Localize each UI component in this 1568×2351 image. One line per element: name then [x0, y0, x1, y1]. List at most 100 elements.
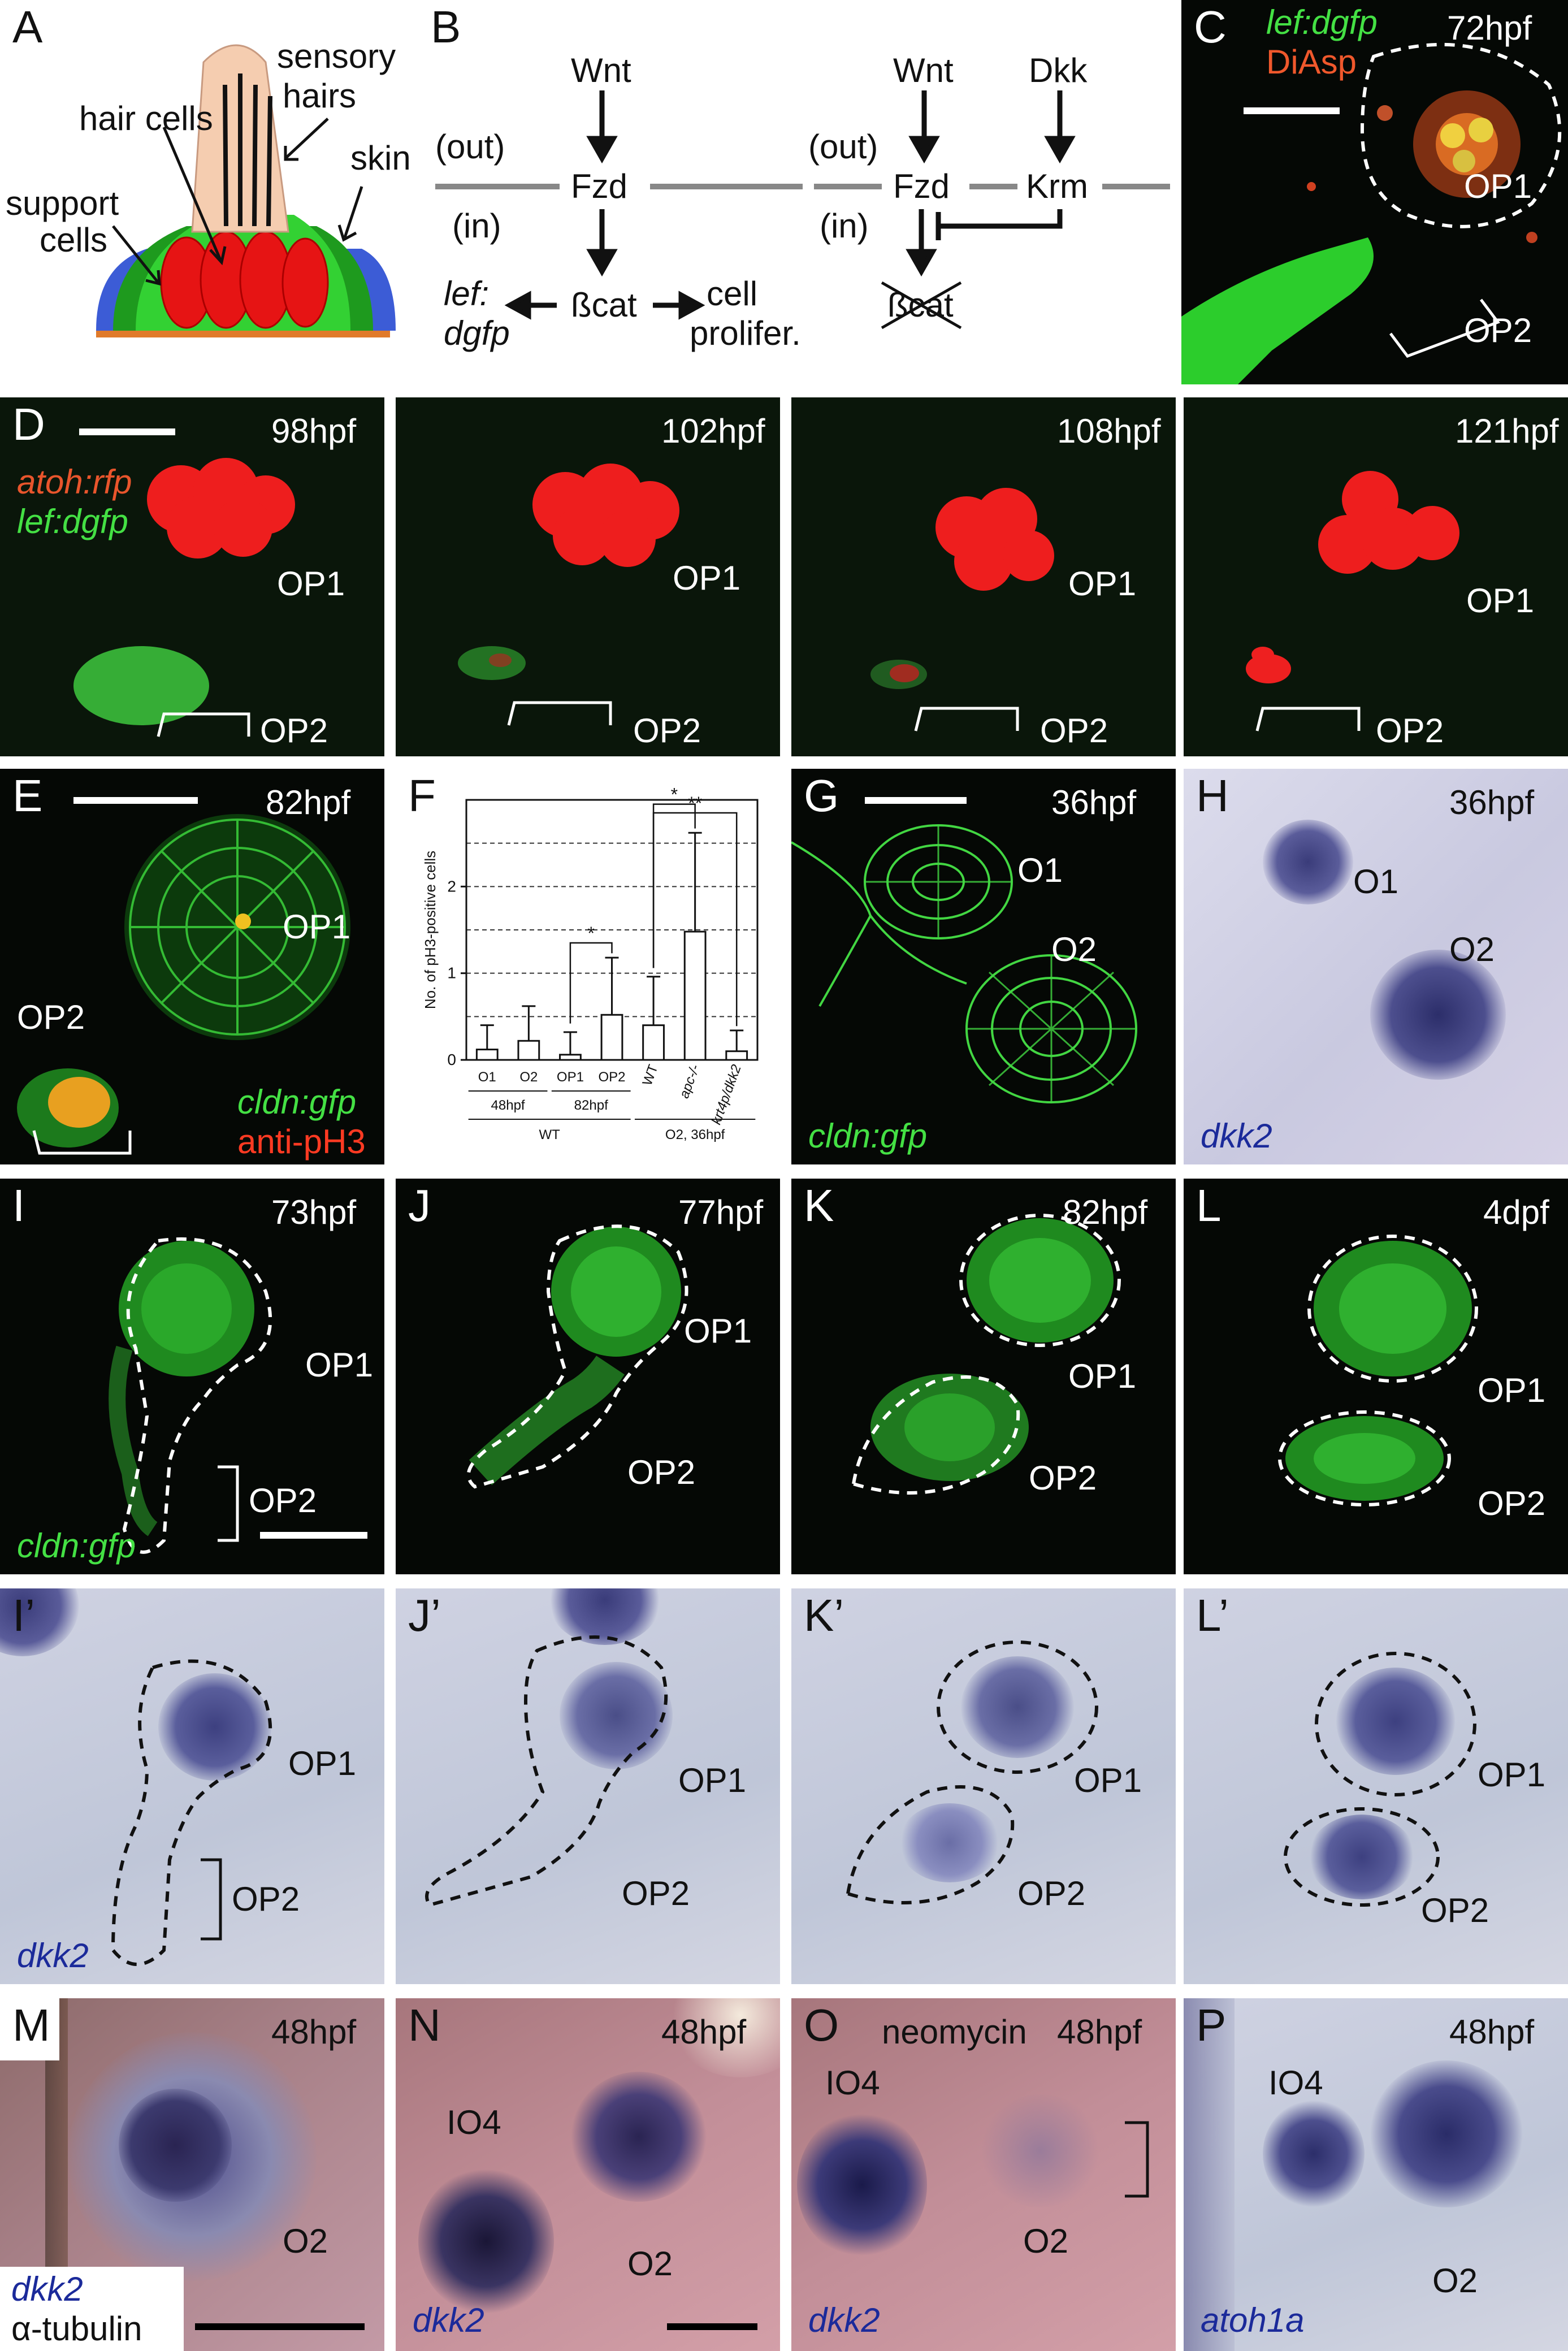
label-op1: OP1	[1464, 167, 1532, 205]
label-op1: OP1	[305, 1346, 374, 1384]
panel-k: K 82hpf OP1 OP2	[791, 1179, 1176, 1574]
bar	[559, 1054, 582, 1061]
marker-dkk2: dkk2	[413, 2301, 484, 2339]
label-sensory: sensory	[277, 37, 396, 75]
label-op2: OP2	[260, 712, 328, 750]
time-label: 48hpf	[1057, 2013, 1142, 2051]
marker-lef-dgfp: lef:dgfp	[17, 503, 128, 540]
time-label: 72hpf	[1447, 9, 1532, 47]
scale-bar	[865, 797, 967, 804]
panel-letter: N	[408, 2000, 441, 2050]
label-op1: OP1	[1478, 1371, 1546, 1409]
label-prolifer: prolifer.	[690, 314, 801, 352]
scale-bar	[1244, 107, 1340, 114]
label-dkk: Dkk	[1029, 51, 1088, 89]
outline-overlay	[846, 1640, 1098, 1904]
label-bcat-crossed: ßcat	[887, 286, 954, 324]
group-label: 48hpf	[491, 1098, 525, 1113]
scale-bar	[73, 797, 198, 804]
panel-l-image	[1278, 1235, 1478, 1506]
panel-o: O neomycin 48hpf IO4 O2 dkk2	[791, 1998, 1176, 2351]
time-label: 48hpf	[271, 2013, 357, 2051]
group-label: 82hpf	[574, 1098, 608, 1113]
panel-letter: K’	[804, 1590, 844, 1640]
label-op2: OP2	[232, 1880, 300, 1918]
marker-dkk2: dkk2	[17, 1937, 89, 1975]
bar	[683, 930, 707, 1061]
scale-bar	[195, 2323, 365, 2330]
marker-dkk2: dkk2	[808, 2301, 880, 2339]
label-op1: OP1	[673, 559, 741, 597]
panel-e: E 82hpf OP1 OP2 cldn:gfp anti-pH3	[0, 769, 384, 1164]
label-hairs: hairs	[283, 77, 357, 115]
significance-bracket	[652, 812, 738, 1027]
label-op2: OP2	[249, 1482, 317, 1519]
panel-g: G 36hpf O1 O2 cldn:gfp	[791, 769, 1176, 1164]
label-cells: cells	[40, 221, 108, 259]
op1-stain	[1336, 1668, 1455, 1775]
marker-dkk2: dkk2	[11, 2270, 83, 2308]
panel-letter: H	[1196, 770, 1229, 821]
marker-dkk2: dkk2	[1201, 1117, 1272, 1155]
label-io4: IO4	[825, 2064, 880, 2102]
panel-g-image	[791, 824, 1137, 1103]
bar	[475, 1049, 499, 1061]
wnt-pathway-diagram	[435, 90, 1170, 330]
marker-cldn-gfp: cldn:gfp	[17, 1527, 136, 1565]
bar	[725, 1050, 748, 1061]
panel-letter: E	[12, 770, 43, 821]
op1-stain	[560, 1662, 673, 1769]
time-label: 82hpf	[1063, 1193, 1148, 1231]
panel-a: A sensory hairs hair	[0, 0, 418, 384]
label-wnt-left: Wnt	[571, 51, 631, 89]
label-op1: OP1	[1068, 565, 1137, 603]
bar-chart: 0 1 2 No. of pH3-positive cells O1 O2 OP1 OP2 WT…	[422, 785, 759, 1142]
label-op2: OP2	[1478, 1484, 1546, 1522]
letter-box	[0, 1998, 59, 2060]
frame-2-image	[458, 464, 679, 726]
label-op2: OP2	[622, 1874, 690, 1912]
label-op1: OP1	[684, 1312, 752, 1350]
label-dgfp: dgfp	[444, 314, 510, 352]
label-out-right: (out)	[808, 128, 878, 166]
label-o1: O1	[1353, 863, 1399, 900]
outline-overlay	[425, 1635, 668, 1907]
super-group-label: O2, 36hpf	[665, 1127, 725, 1142]
label-op1: OP1	[678, 1761, 747, 1799]
op1-stain	[961, 1656, 1074, 1758]
label-bcat: ßcat	[571, 286, 637, 324]
time-label: 73hpf	[271, 1193, 357, 1231]
o2-stain	[571, 2072, 707, 2202]
marker-alpha-tubulin: α-tubulin	[11, 2310, 142, 2348]
panel-letter: O	[804, 2000, 839, 2050]
label-o2: O2	[1449, 930, 1495, 968]
panel-p: P 48hpf IO4 O2 atoh1a	[1184, 1998, 1568, 2351]
label-support: support	[6, 184, 119, 222]
panel-d-frame-3: 108hpf OP1 OP2	[791, 397, 1176, 756]
label-hair-cells: hair cells	[79, 99, 213, 137]
io4-stain	[797, 2111, 927, 2258]
label-op2: OP2	[1017, 1874, 1086, 1912]
panel-b: B	[418, 0, 1170, 384]
panel-i-prime: I’ OP1 OP2 dkk2	[0, 1588, 384, 1984]
time-label: 4dpf	[1483, 1193, 1549, 1231]
panel-letter: P	[1196, 2000, 1227, 2050]
neuromast-schematic	[96, 44, 396, 337]
bar	[517, 1040, 540, 1061]
scale-bar	[260, 1532, 367, 1539]
x-tick-label: WT	[640, 1062, 661, 1088]
label-fzd-right: Fzd	[893, 167, 950, 205]
time-label: 36hpf	[1449, 783, 1535, 821]
panel-m: M 48hpf O2 dkk2 α-tubulin	[0, 1998, 384, 2351]
panel-l-prime: L’ OP1 OP2	[1184, 1588, 1568, 1984]
io4-stain	[418, 2168, 554, 2315]
y-tick-label: 0	[447, 1051, 456, 1068]
time-label: 48hpf	[661, 2013, 747, 2051]
y-tick-label: 1	[447, 964, 456, 982]
panel-i: I 73hpf OP1 OP2 cldn:gfp	[0, 1179, 384, 1574]
x-tick-label: krt4p/dkk2	[709, 1063, 744, 1127]
label-o2: O2	[1051, 930, 1097, 968]
label-out-left: (out)	[435, 128, 505, 166]
frame-1-image	[73, 458, 295, 737]
label-op1: OP1	[1068, 1357, 1137, 1395]
